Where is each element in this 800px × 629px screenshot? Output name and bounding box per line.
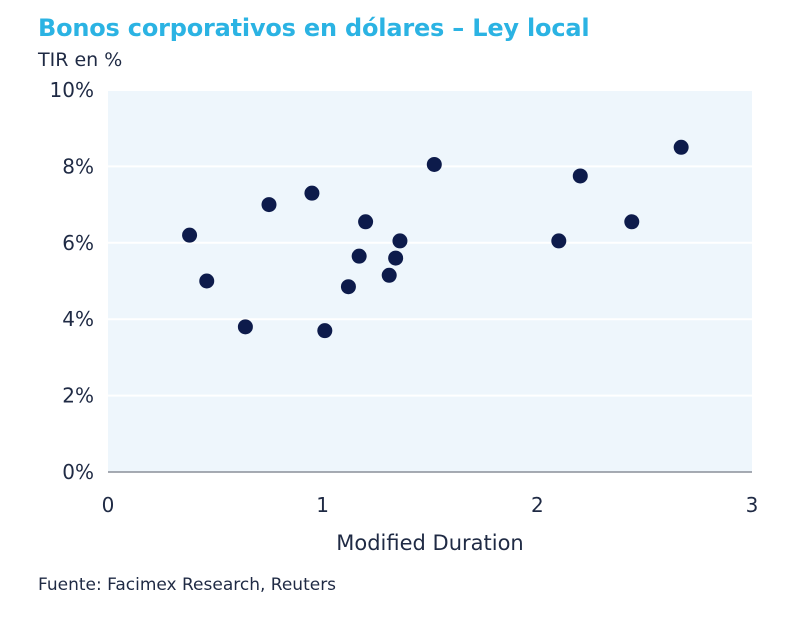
data-point — [381, 267, 397, 283]
x-tick-label: 0 — [102, 493, 115, 517]
y-tick-labels: 0% 2% 4% 6% 8% 10% — [50, 78, 94, 484]
data-point — [426, 156, 442, 172]
chart-title: Bonos corporativos en dólares – Ley loca… — [38, 14, 590, 42]
y-tick-label: 8% — [62, 154, 94, 178]
y-tick-label: 4% — [62, 307, 94, 331]
data-point — [199, 273, 215, 289]
plot-area — [108, 90, 752, 472]
data-point — [237, 319, 253, 335]
y-tick-label: 0% — [62, 460, 94, 484]
data-point — [304, 185, 320, 201]
data-point — [182, 227, 198, 243]
x-tick-label: 1 — [316, 493, 329, 517]
x-axis-label: Modified Duration — [336, 531, 524, 555]
data-point — [340, 279, 356, 295]
data-point — [317, 323, 333, 339]
source-note: Fuente: Facimex Research, Reuters — [38, 575, 337, 595]
data-point — [551, 233, 567, 249]
data-point — [351, 248, 367, 264]
y-tick-label: 10% — [50, 78, 94, 102]
data-point — [572, 168, 588, 184]
data-points — [182, 139, 689, 339]
data-point — [261, 197, 277, 213]
y-axis-label: TIR en % — [38, 49, 123, 71]
data-point — [624, 214, 640, 230]
data-point — [388, 250, 404, 266]
data-point — [673, 139, 689, 155]
y-tick-label: 6% — [62, 231, 94, 255]
x-tick-labels: 0 1 2 3 — [102, 493, 759, 517]
x-tick-label: 2 — [531, 493, 544, 517]
x-tick-label: 3 — [746, 493, 759, 517]
data-point — [392, 233, 408, 249]
data-point — [358, 214, 374, 230]
y-tick-label: 2% — [62, 384, 94, 408]
